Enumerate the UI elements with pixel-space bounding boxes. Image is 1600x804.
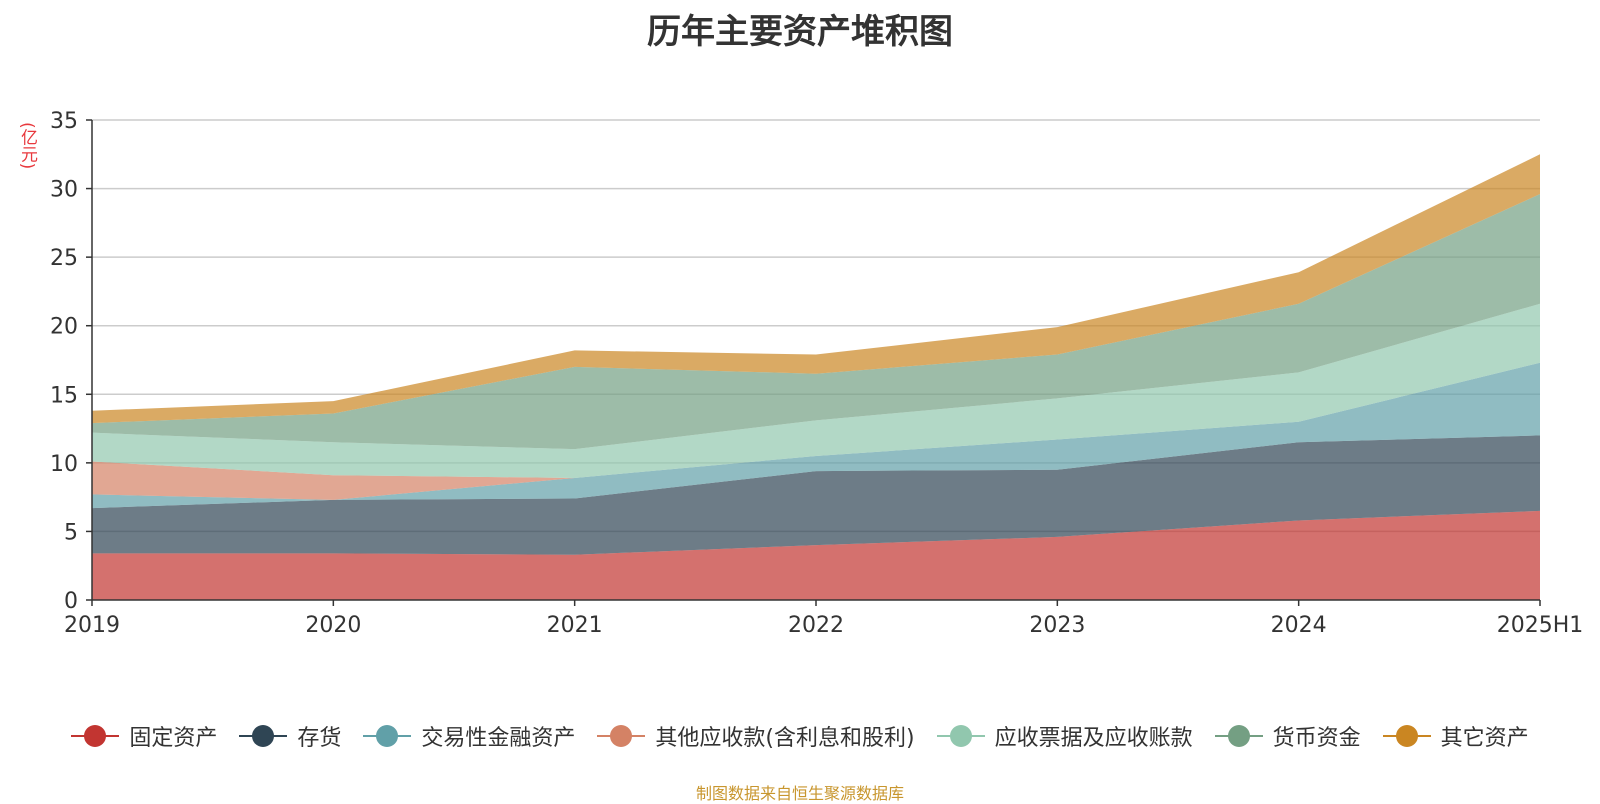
legend-marker-icon: [363, 724, 412, 748]
legend-item-4[interactable]: 其他应收款(含利息和股利): [597, 720, 915, 752]
legend-marker-icon: [1214, 724, 1263, 748]
source-note: 制图数据来自恒生聚源数据库: [695, 784, 904, 803]
legend-label: 货币资金: [1272, 726, 1361, 751]
y-tick-label: 15: [50, 383, 78, 408]
y-tick-label: 30: [50, 178, 78, 203]
legend-item-1[interactable]: 固定资产: [71, 720, 217, 752]
legend: 固定资产 存货 交易性金融资产 其他应收款(含利息和股利) 应收票据及应收账款 货币资金 其…: [0, 720, 1600, 752]
axes: 0 5 10 15 20 25 30 35 2019 2020 2021 2022 2023 2024 20…: [50, 109, 1583, 638]
area-series-3: [92, 362, 1540, 509]
x-tick-label: 2019: [64, 613, 120, 638]
x-tick-label: 2020: [305, 613, 361, 638]
legend-label: 应收票据及应收账款: [994, 726, 1193, 751]
y-tick-label: 10: [50, 452, 78, 477]
legend-label: 其他应收款(含利息和股利): [655, 726, 915, 751]
legend-item-5[interactable]: 应收票据及应收账款: [936, 720, 1193, 752]
y-tick-label: 5: [64, 520, 78, 545]
y-axis-unit-label: (亿元): [17, 122, 37, 170]
legend-item-3[interactable]: 交易性金融资产: [363, 720, 575, 752]
x-tick-label: 2023: [1029, 613, 1085, 638]
area-series-6: [92, 194, 1540, 450]
y-tick-label: 0: [64, 589, 78, 614]
area-series-5: [92, 303, 1540, 478]
chart-title: 历年主要资产堆积图: [647, 12, 953, 52]
legend-label: 交易性金融资产: [421, 726, 576, 751]
legend-label: 存货: [297, 726, 342, 751]
area-series-group: [92, 154, 1540, 600]
legend-marker-icon: [597, 724, 646, 748]
legend-item-7[interactable]: 其它资产: [1382, 720, 1529, 752]
area-series-2: [92, 435, 1540, 555]
legend-marker-icon: [71, 724, 120, 748]
area-series-4: [92, 362, 1540, 500]
y-tick-label: 25: [50, 246, 78, 271]
x-tick-label: 2025H1: [1497, 613, 1584, 638]
legend-label: 固定资产: [129, 726, 218, 751]
x-tick-label: 2022: [788, 613, 844, 638]
stacked-area-chart: 0 5 10 15 20 25 30 35 2019 2020 2021 2022 2023 2024 20…: [50, 109, 1583, 638]
legend-label: 其它资产: [1440, 726, 1529, 751]
legend-item-6[interactable]: 货币资金: [1214, 720, 1361, 752]
legend-marker-icon: [239, 724, 288, 748]
x-tick-label: 2024: [1271, 613, 1327, 638]
legend-item-2[interactable]: 存货: [239, 720, 341, 752]
x-tick-label: 2021: [547, 613, 603, 638]
area-series-1: [92, 510, 1540, 600]
area-series-7: [92, 154, 1540, 424]
y-tick-label: 35: [50, 109, 78, 134]
y-tick-label: 20: [50, 315, 78, 340]
legend-marker-icon: [1382, 724, 1431, 748]
legend-marker-icon: [936, 724, 985, 748]
